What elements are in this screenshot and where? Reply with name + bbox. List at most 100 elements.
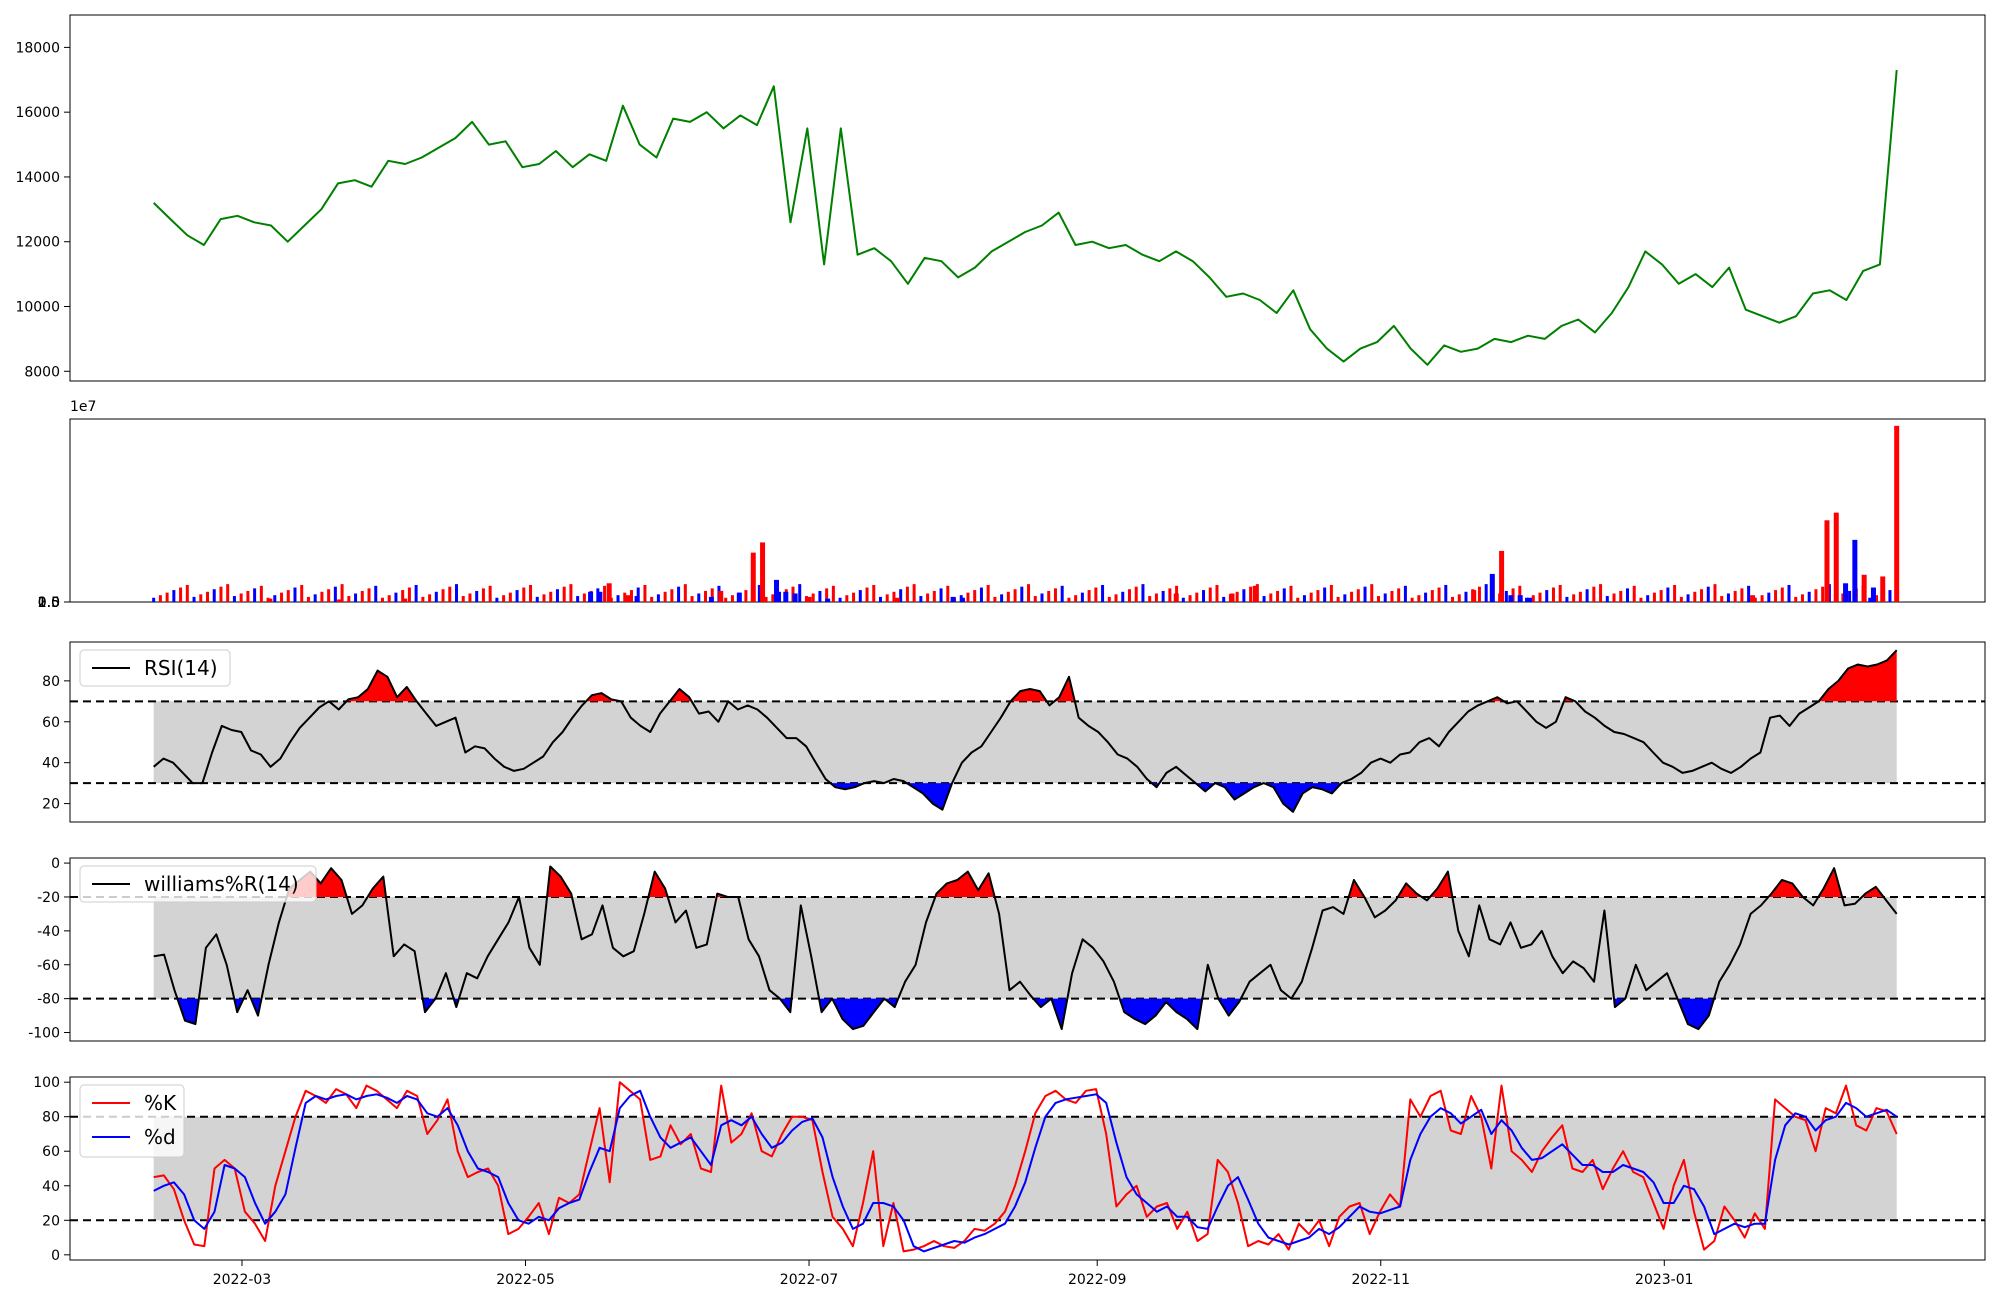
volume-bar bbox=[421, 596, 425, 602]
volume-bar bbox=[858, 590, 862, 602]
y-tick-label: 0.0 bbox=[38, 595, 60, 611]
volume-bar bbox=[1181, 597, 1185, 602]
volume-bar bbox=[1094, 587, 1098, 602]
y-tick-label: 100 bbox=[33, 1075, 60, 1091]
volume-bar bbox=[993, 596, 997, 602]
legend-label: %d bbox=[144, 1125, 176, 1149]
volume-bar bbox=[1033, 596, 1037, 602]
volume-bar bbox=[273, 595, 277, 602]
volume-bar bbox=[811, 593, 815, 602]
volume-bar bbox=[1249, 586, 1253, 602]
overbought-fill bbox=[367, 876, 386, 897]
volume-bar bbox=[1161, 590, 1165, 602]
volume-bar bbox=[1134, 586, 1138, 602]
volume-bar bbox=[919, 596, 923, 602]
y-tick-label: 60 bbox=[42, 715, 60, 731]
volume-bar bbox=[1269, 593, 1273, 602]
volume-bar bbox=[387, 595, 391, 602]
volume-bar bbox=[407, 587, 411, 602]
volume-bar bbox=[778, 591, 782, 602]
williams-panel: -100 -80 -60 -40 -20 0 williams%R(14) bbox=[28, 856, 1986, 1042]
y-tick-label: 8000 bbox=[24, 364, 60, 380]
price-panel: 8000 10000 12000 14000 16000 18000 bbox=[15, 14, 1986, 382]
volume-bar bbox=[455, 584, 459, 602]
volume-bar bbox=[1753, 597, 1757, 602]
volume-bar bbox=[1767, 592, 1771, 602]
volume-bar bbox=[1323, 587, 1327, 602]
y-tick-label: -100 bbox=[28, 1026, 60, 1042]
plot-frame bbox=[69, 641, 1986, 823]
volume-bar bbox=[1383, 593, 1387, 602]
volume-bar bbox=[1814, 589, 1818, 602]
volume-bar bbox=[894, 597, 900, 602]
volume-bar bbox=[697, 593, 701, 602]
volume-bar bbox=[1525, 597, 1529, 602]
volume-bar bbox=[1242, 589, 1246, 602]
plot-frame bbox=[69, 857, 1986, 1042]
volume-bar bbox=[852, 592, 856, 602]
volume-bar bbox=[1572, 594, 1576, 602]
volume-bar bbox=[744, 590, 748, 602]
volume-bar bbox=[1517, 595, 1523, 602]
overbought-fill bbox=[346, 670, 417, 702]
d-line bbox=[153, 1089, 1898, 1253]
volume-bar bbox=[1619, 590, 1623, 602]
legend: %K %d bbox=[79, 1084, 185, 1158]
volume-bar bbox=[172, 590, 176, 602]
volume-bar bbox=[845, 595, 849, 602]
x-tick-label: 2022-07 bbox=[780, 1272, 839, 1288]
volume-bar bbox=[515, 590, 519, 602]
volume-bar bbox=[1235, 591, 1239, 602]
volume-bar bbox=[730, 595, 734, 602]
volume-bar bbox=[1747, 585, 1751, 602]
volume-bar bbox=[468, 593, 472, 602]
oversold-fill bbox=[1263, 783, 1342, 812]
x-tick-label: 2022-11 bbox=[1352, 1272, 1411, 1288]
oversold-fill bbox=[177, 998, 199, 1025]
x-tick-label: 2022-09 bbox=[1068, 1272, 1127, 1288]
volume-bar bbox=[1430, 590, 1434, 602]
volume-bar bbox=[677, 586, 681, 602]
volume-bar bbox=[1229, 593, 1235, 602]
volume-bar bbox=[1000, 594, 1004, 602]
y-tick-label: 80 bbox=[42, 1110, 60, 1126]
y-tick-label: 60 bbox=[42, 1144, 60, 1160]
volume-bar bbox=[1282, 588, 1286, 602]
volume-bar bbox=[1843, 583, 1849, 602]
volume-bar bbox=[1861, 574, 1867, 602]
oversold-fill bbox=[1218, 998, 1241, 1016]
volume-bar bbox=[1780, 587, 1784, 602]
volume-bar bbox=[1471, 590, 1477, 602]
y-tick-label: 80 bbox=[42, 674, 60, 690]
volume-bar bbox=[757, 584, 761, 602]
volume-bar bbox=[634, 596, 640, 602]
volume-bar bbox=[1794, 596, 1798, 602]
plot-frame bbox=[69, 1076, 1986, 1261]
volume-bar bbox=[670, 589, 674, 602]
volume-bar bbox=[555, 589, 559, 602]
volume-bar bbox=[1121, 591, 1125, 602]
volume-bar bbox=[986, 584, 990, 602]
volume-bar bbox=[1027, 584, 1031, 602]
volume-bar bbox=[1114, 594, 1118, 602]
volume-bar bbox=[441, 589, 445, 602]
volume-bar bbox=[1417, 595, 1421, 602]
volume-bar bbox=[1646, 595, 1650, 602]
x-tick-label: 2022-05 bbox=[496, 1272, 555, 1288]
volume-bar bbox=[380, 597, 384, 602]
volume-bar bbox=[313, 594, 317, 602]
volume-bar bbox=[1841, 593, 1845, 602]
volume-bar bbox=[1538, 592, 1542, 602]
volume-bar bbox=[1060, 585, 1064, 602]
volume-bar bbox=[1585, 589, 1589, 602]
volume-bar bbox=[286, 590, 290, 602]
volume-bar bbox=[1451, 596, 1455, 602]
volume-bar bbox=[1127, 589, 1131, 602]
volume-bar bbox=[1477, 586, 1481, 602]
y-tick-label: 12000 bbox=[15, 235, 60, 251]
overbought-fill bbox=[547, 866, 572, 897]
volume-bar bbox=[542, 594, 546, 602]
volume-bar bbox=[1208, 587, 1212, 602]
legend-label: %K bbox=[144, 1091, 177, 1115]
volume-bar bbox=[327, 589, 331, 602]
